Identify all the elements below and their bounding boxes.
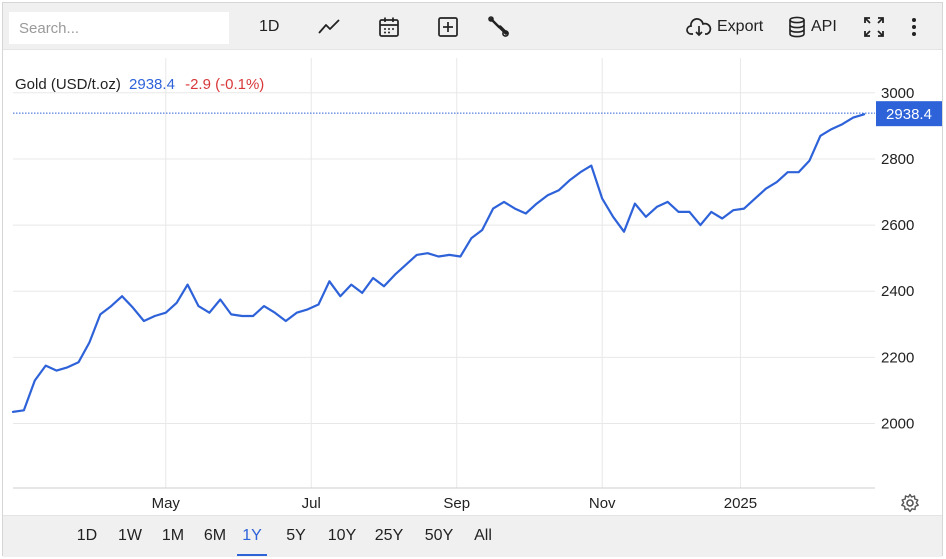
range-button-50y[interactable]: 50Y — [424, 527, 454, 544]
chart-type-button[interactable] — [317, 14, 341, 40]
range-button-all[interactable]: All — [474, 527, 492, 544]
plus-box-icon — [437, 16, 459, 38]
date-range-button[interactable] — [378, 14, 400, 40]
y-tick-label: 2800 — [881, 151, 914, 168]
database-icon — [788, 16, 806, 38]
range-button-1w[interactable]: 1W — [118, 527, 142, 544]
more-button[interactable] — [909, 14, 919, 40]
x-tick-label: May — [152, 495, 181, 512]
instrument-price: 2938.4 — [129, 76, 175, 93]
range-button-5y[interactable]: 5Y — [286, 527, 306, 544]
export-button[interactable]: Export — [686, 14, 763, 40]
y-tick-label: 2000 — [881, 416, 914, 433]
cloud-download-icon — [686, 17, 712, 37]
chart-area: May Jul Sep Nov 2025 2000 2200 2400 2600 2800 3000… — [3, 50, 942, 515]
range-button-1d[interactable]: 1D — [76, 527, 98, 544]
fullscreen-icon — [863, 16, 885, 38]
api-label: API — [811, 18, 837, 35]
range-selector: 1D 1W 1M 6M 1Y 5Y 10Y 25Y 50Y All — [3, 515, 942, 557]
export-label: Export — [717, 18, 764, 35]
y-tick-label: 2200 — [881, 349, 914, 366]
x-tick-label: 2025 — [724, 495, 757, 512]
range-button-10y[interactable]: 10Y — [327, 527, 357, 544]
more-vertical-icon — [909, 16, 919, 38]
x-tick-label: Jul — [302, 495, 321, 512]
y-tick-label: 2600 — [881, 217, 914, 234]
instrument-header: Gold (USD/t.oz) 2938.4 -2.9 (-0.1%) — [15, 76, 264, 93]
range-button-1y[interactable]: 1Y — [237, 516, 267, 556]
range-button-1m[interactable]: 1M — [161, 527, 185, 544]
compare-button[interactable] — [437, 14, 459, 40]
y-tick-label: 2400 — [881, 283, 914, 300]
interval-label: 1D — [259, 18, 280, 35]
toolbar: 1D — [3, 3, 942, 50]
x-tick-label: Sep — [443, 495, 470, 512]
range-button-25y[interactable]: 25Y — [374, 527, 404, 544]
calendar-icon — [378, 16, 400, 38]
price-tag-label: 2938.4 — [886, 106, 932, 123]
line-chart-icon — [317, 17, 341, 37]
wrench-icon — [487, 15, 511, 39]
instrument-change: -2.9 (-0.1%) — [185, 76, 265, 93]
y-tick-label: 3000 — [881, 85, 914, 102]
instrument-name: Gold (USD/t.oz) — [15, 76, 121, 93]
indicators-button[interactable] — [487, 14, 511, 40]
fullscreen-button[interactable] — [863, 14, 885, 40]
interval-selector[interactable]: 1D — [259, 14, 279, 40]
range-button-6m[interactable]: 6M — [203, 527, 227, 544]
price-tag — [876, 101, 942, 127]
series-line-0 — [11, 113, 866, 413]
price-chart[interactable]: May Jul Sep Nov 2025 2000 2200 2400 2600 2800 3000… — [3, 50, 942, 515]
search-input[interactable] — [9, 12, 229, 44]
x-tick-label: Nov — [589, 495, 616, 512]
api-button[interactable]: API — [788, 14, 837, 40]
